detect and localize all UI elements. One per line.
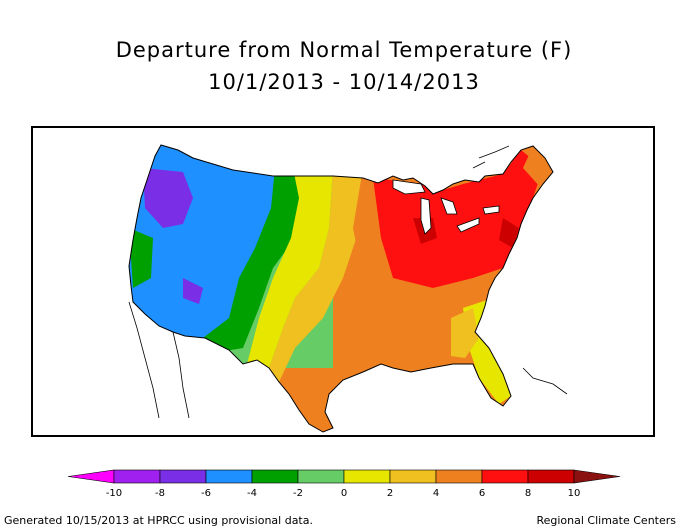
legend-tick-label: 6: [479, 488, 485, 499]
legend-bin: [435, 469, 483, 484]
us-temperature-map: [128, 144, 568, 433]
legend-bin: [205, 469, 253, 484]
lake-michigan: [420, 197, 432, 235]
legend-bin: [343, 469, 391, 484]
caribbean-islands: [522, 367, 568, 395]
legend-tick-label: 10: [568, 488, 581, 499]
legend-bin: [113, 469, 161, 484]
color-legend: -10 -8 -6 -4 -2 0 2 4 6 8 10: [0, 466, 688, 506]
legend-bin: [67, 469, 115, 484]
legend-bin: [527, 469, 575, 484]
us-outline: [128, 144, 554, 433]
map-subtitle: 10/1/2013 - 10/14/2013: [208, 70, 480, 94]
legend-bin: [297, 469, 345, 484]
legend-bin: [159, 469, 207, 484]
mexico-coast: [172, 331, 190, 419]
legend-tick-label: 4: [433, 488, 439, 499]
legend-bin: [481, 469, 529, 484]
generated-note: Generated 10/15/2013 at HPRCC using prov…: [4, 514, 313, 527]
legend-tick-label: 8: [525, 488, 531, 499]
legend-tick-label: -2: [293, 488, 303, 499]
legend-tick-label: -10: [106, 488, 122, 499]
legend-tick-label: -8: [155, 488, 165, 499]
lake-superior: [392, 179, 426, 195]
canada-coast: [472, 145, 510, 169]
map-title: Departure from Normal Temperature (F): [115, 38, 573, 62]
legend-bin: [251, 469, 299, 484]
legend-bin: [573, 469, 621, 484]
lake-erie: [456, 217, 480, 233]
legend-tick-label: 2: [387, 488, 393, 499]
legend-bin: [389, 469, 437, 484]
legend-bar: -10 -8 -6 -4 -2 0 2 4 6 8 10: [67, 469, 621, 499]
legend-tick-label: -6: [201, 488, 211, 499]
lake-huron: [440, 197, 458, 215]
source-credit: Regional Climate Centers: [536, 514, 676, 527]
lake-ontario: [482, 205, 500, 215]
legend-tick-label: -4: [247, 488, 257, 499]
baja-coast: [128, 301, 160, 419]
map-frame: [31, 126, 655, 437]
legend-tick-label: 0: [341, 488, 347, 499]
